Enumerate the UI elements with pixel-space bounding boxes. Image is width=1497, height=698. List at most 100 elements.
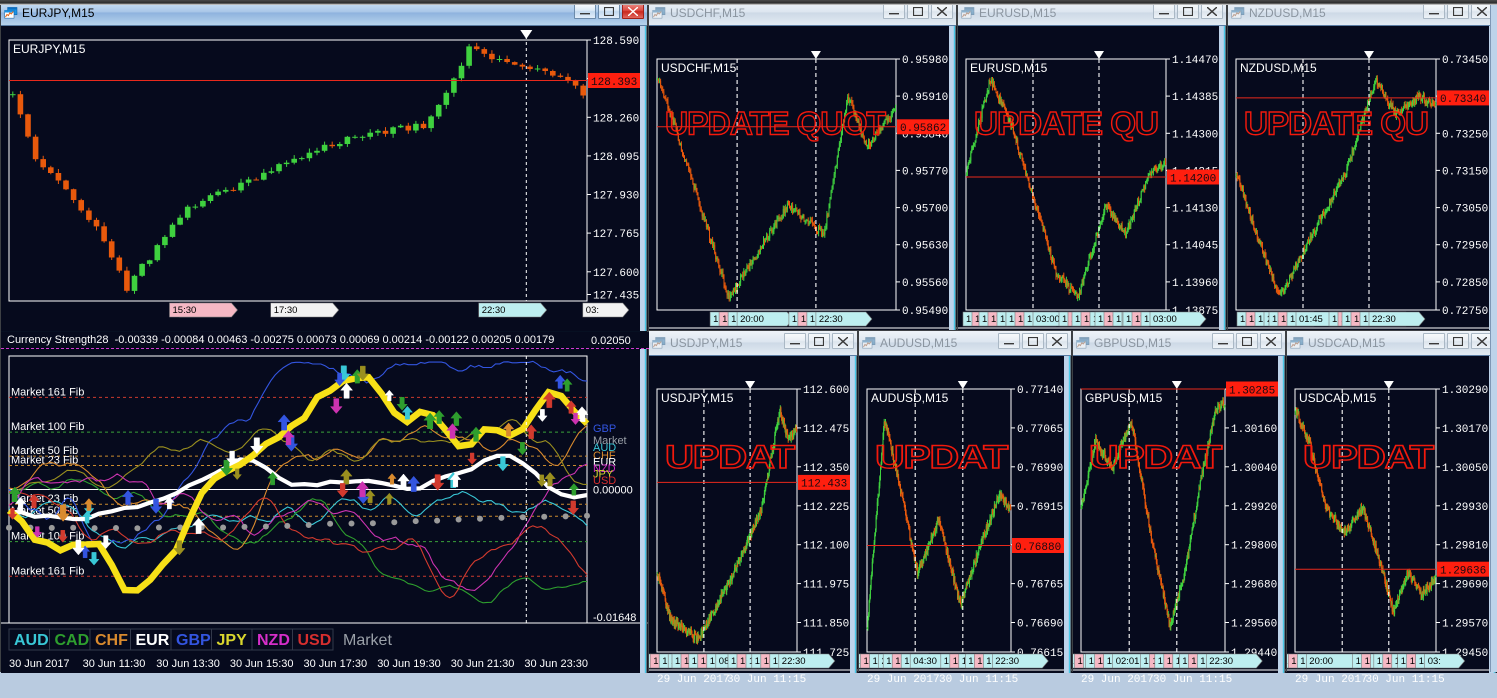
svg-text:0.95910: 0.95910 xyxy=(902,92,948,104)
svg-text:30 Jun 17:30: 30 Jun 17:30 xyxy=(304,658,368,670)
svg-text:112.475: 112.475 xyxy=(803,424,849,436)
svg-text:1: 1 xyxy=(966,314,971,325)
svg-text:22:30: 22:30 xyxy=(995,656,1019,667)
svg-text:1: 1 xyxy=(731,314,736,325)
svg-text:CHF: CHF xyxy=(95,632,128,649)
svg-text:1: 1 xyxy=(859,656,860,667)
svg-text:1: 1 xyxy=(968,656,973,667)
svg-text:1.14045: 1.14045 xyxy=(1172,241,1218,253)
svg-text:1: 1 xyxy=(1377,656,1382,667)
svg-text:1: 1 xyxy=(1258,314,1263,325)
svg-text:1.30160: 1.30160 xyxy=(1231,424,1277,436)
svg-text:1: 1 xyxy=(1144,314,1149,325)
svg-text:1: 1 xyxy=(755,656,760,667)
svg-text:1.29920: 1.29920 xyxy=(1231,502,1277,514)
svg-text:1: 1 xyxy=(1401,656,1406,667)
svg-text:UPDATE QU: UPDATE QU xyxy=(1244,105,1428,141)
svg-text:1.30170: 1.30170 xyxy=(1442,424,1488,436)
svg-text:1: 1 xyxy=(1000,314,1005,325)
svg-text:EURUSD,M15: EURUSD,M15 xyxy=(970,61,1048,75)
svg-text:30 Jun 21:30: 30 Jun 21:30 xyxy=(451,658,515,670)
svg-text:1: 1 xyxy=(810,314,815,325)
svg-text:04:30: 04:30 xyxy=(913,656,937,667)
svg-text:EURJPY,M15: EURJPY,M15 xyxy=(13,42,86,56)
svg-text:1.29560: 1.29560 xyxy=(1231,619,1277,631)
svg-text:1: 1 xyxy=(1332,314,1337,325)
svg-text:1.14385: 1.14385 xyxy=(1172,92,1218,104)
svg-text:1: 1 xyxy=(1075,314,1080,325)
svg-text:111.850: 111.850 xyxy=(803,619,849,631)
svg-text:03:: 03: xyxy=(1428,656,1441,667)
svg-text:30 Jun 11:15: 30 Jun 11:15 xyxy=(1366,674,1445,686)
svg-text:30 Jun 19:30: 30 Jun 19:30 xyxy=(377,658,441,670)
svg-text:1: 1 xyxy=(1345,314,1350,325)
svg-text:127.435: 127.435 xyxy=(593,291,639,303)
svg-text:1: 1 xyxy=(1009,314,1014,325)
svg-text:UPDATE QU: UPDATE QU xyxy=(974,105,1158,141)
svg-text:30 Jun 11:30: 30 Jun 11:30 xyxy=(83,658,146,670)
svg-text:1: 1 xyxy=(886,656,891,667)
svg-text:0.73340: 0.73340 xyxy=(1440,94,1486,106)
svg-text:0.76690: 0.76690 xyxy=(1017,619,1063,631)
svg-text:UPDAT: UPDAT xyxy=(1303,439,1435,475)
svg-text:22:30: 22:30 xyxy=(819,314,843,325)
svg-text:0.95980: 0.95980 xyxy=(902,55,948,67)
svg-text:0.76990: 0.76990 xyxy=(1017,463,1063,475)
svg-text:1.30050: 1.30050 xyxy=(1442,463,1488,475)
svg-text:1: 1 xyxy=(1419,656,1424,667)
svg-text:1.29930: 1.29930 xyxy=(1442,502,1488,514)
svg-text:1: 1 xyxy=(1062,314,1067,325)
svg-text:112.350: 112.350 xyxy=(803,463,849,475)
svg-text:Market 100 Fib: Market 100 Fib xyxy=(11,421,84,433)
svg-text:UPDATE QUOT: UPDATE QUOT xyxy=(665,105,886,141)
svg-text:0.95700: 0.95700 xyxy=(902,204,948,216)
svg-text:1.30040: 1.30040 xyxy=(1231,463,1277,475)
svg-text:1: 1 xyxy=(1073,656,1074,667)
svg-text:01:45: 01:45 xyxy=(1299,314,1323,325)
svg-text:29 Jun 2017: 29 Jun 2017 xyxy=(1295,674,1368,686)
svg-text:30 Jun 11:15: 30 Jun 11:15 xyxy=(727,674,806,686)
svg-text:1: 1 xyxy=(1107,656,1112,667)
svg-text:03:: 03: xyxy=(586,305,599,316)
svg-text:Market 161 Fib: Market 161 Fib xyxy=(11,386,84,398)
svg-text:1: 1 xyxy=(1240,314,1245,325)
svg-text:1.14130: 1.14130 xyxy=(1172,204,1218,216)
svg-text:GBP: GBP xyxy=(176,632,211,649)
svg-text:1: 1 xyxy=(713,314,718,325)
svg-text:0.76765: 0.76765 xyxy=(1017,580,1063,592)
svg-text:0.95770: 0.95770 xyxy=(902,166,948,178)
svg-text:NZDUSD,M15: NZDUSD,M15 xyxy=(1240,61,1317,75)
svg-text:1.14300: 1.14300 xyxy=(1172,129,1218,141)
svg-text:112.600: 112.600 xyxy=(803,385,849,397)
svg-text:30 Jun 2017: 30 Jun 2017 xyxy=(9,658,70,670)
svg-text:Market 23 Fib: Market 23 Fib xyxy=(11,455,78,467)
svg-text:-0.01648: -0.01648 xyxy=(593,612,636,624)
svg-text:0.73150: 0.73150 xyxy=(1442,166,1488,178)
svg-text:GBPUSD,M15: GBPUSD,M15 xyxy=(1085,391,1163,405)
svg-text:1: 1 xyxy=(1126,314,1131,325)
svg-text:17:30: 17:30 xyxy=(274,305,298,316)
svg-text:30 Jun 11:15: 30 Jun 11:15 xyxy=(939,674,1018,686)
svg-text:0.73050: 0.73050 xyxy=(1442,204,1488,216)
svg-text:03:00: 03:00 xyxy=(1153,314,1177,325)
svg-text:UPDAT: UPDAT xyxy=(875,439,1009,475)
svg-text:20:00: 20:00 xyxy=(1309,656,1333,667)
svg-text:1.29636: 1.29636 xyxy=(1440,566,1486,578)
svg-text:1.29570: 1.29570 xyxy=(1442,619,1488,631)
svg-text:1.30285: 1.30285 xyxy=(1229,385,1275,397)
svg-text:1: 1 xyxy=(1098,314,1103,325)
svg-text:0.72950: 0.72950 xyxy=(1442,241,1488,253)
svg-text:112.100: 112.100 xyxy=(803,541,849,553)
svg-text:112.433: 112.433 xyxy=(801,479,847,491)
svg-text:NZD: NZD xyxy=(257,632,290,649)
svg-text:0.73450: 0.73450 xyxy=(1442,55,1488,67)
svg-text:1: 1 xyxy=(1300,656,1305,667)
svg-text:USDJPY,M15: USDJPY,M15 xyxy=(661,391,734,405)
svg-text:29 Jun 2017: 29 Jun 2017 xyxy=(657,674,730,686)
svg-text:0.73250: 0.73250 xyxy=(1442,129,1488,141)
svg-text:1: 1 xyxy=(675,656,680,667)
svg-text:1: 1 xyxy=(944,656,949,667)
svg-text:1: 1 xyxy=(904,656,909,667)
svg-text:0.76880: 0.76880 xyxy=(1015,542,1061,554)
svg-text:1: 1 xyxy=(773,656,778,667)
